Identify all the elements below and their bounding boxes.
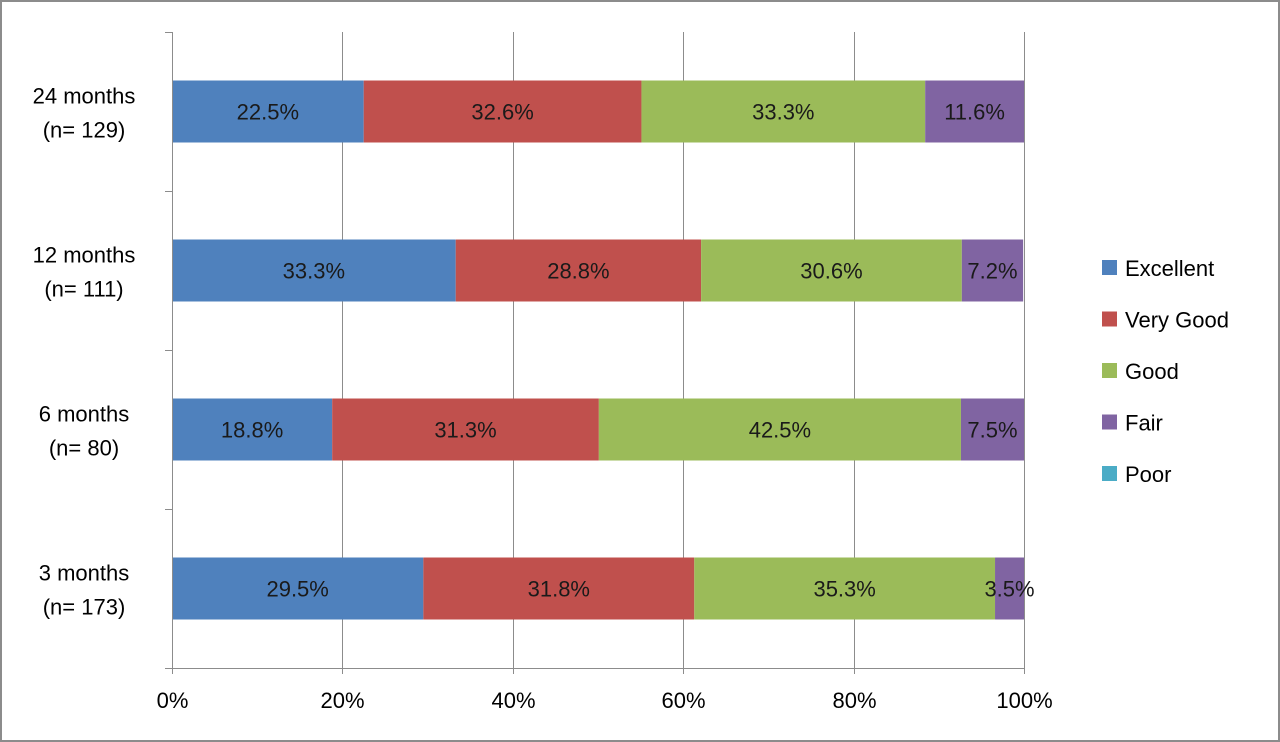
data-label: 7.5% <box>967 418 1017 443</box>
data-label: 11.6% <box>944 100 1005 125</box>
category-label-line: (n= 129) <box>43 118 126 143</box>
data-label: 22.5% <box>237 100 299 125</box>
category-label-line: (n= 80) <box>49 436 119 461</box>
category-label-line: 12 months <box>33 243 136 268</box>
data-label: 35.3% <box>813 577 875 602</box>
category-label-line: 24 months <box>33 84 136 109</box>
category-label-line: 3 months <box>39 561 130 586</box>
category-label: 6 months (n= 80) <box>39 402 130 461</box>
legend-label: Fair <box>1125 411 1163 436</box>
data-label: 31.8% <box>528 577 590 602</box>
category-label-line: 6 months <box>39 402 130 427</box>
category-label-line: (n= 111) <box>44 277 123 302</box>
bar-segment <box>332 398 599 461</box>
legend-label: Poor <box>1125 462 1171 487</box>
legend-label: Excellent <box>1125 256 1214 281</box>
bar-segment <box>641 80 926 143</box>
bar-segment <box>960 398 1024 461</box>
data-label: 33.3% <box>752 100 814 125</box>
legend-swatch <box>1102 466 1117 481</box>
bar-segment <box>701 239 962 302</box>
data-label: 7.2% <box>967 259 1017 284</box>
x-tick-label: 40% <box>491 688 535 713</box>
axes: 0% 20% 40% 60% 80% 100% 24 months (n= 129) 12 mo… <box>33 32 1053 713</box>
category-label: 24 months (n= 129) <box>33 84 136 143</box>
x-tick-label: 60% <box>661 688 705 713</box>
legend: Excellent Very Good Good Fair Poor <box>1102 256 1229 487</box>
x-tick-label: 80% <box>832 688 876 713</box>
data-label: 33.3% <box>283 259 345 284</box>
x-tick-label: 0% <box>157 688 189 713</box>
x-tick-label: 20% <box>320 688 364 713</box>
x-tick-label: 100% <box>996 688 1052 713</box>
category-label: 12 months (n= 111) <box>33 243 136 302</box>
legend-label: Good <box>1125 359 1179 384</box>
category-label: 3 months (n= 173) <box>39 561 130 620</box>
data-label: 18.8% <box>221 418 283 443</box>
bar-segment <box>363 80 642 143</box>
data-label: 28.8% <box>547 259 609 284</box>
bar-segment <box>455 239 702 302</box>
data-label: 3.5% <box>984 577 1034 602</box>
data-labels: 22.5% 32.6% 33.3% 11.6% 33.3% 28.8% 30.6% 7.2% 1… <box>221 100 1035 602</box>
data-label: 32.6% <box>471 100 533 125</box>
bar-segment <box>995 557 1024 620</box>
bars <box>172 80 1024 620</box>
legend-swatch <box>1102 260 1117 275</box>
category-label-line: (n= 173) <box>43 595 126 620</box>
bar-segment <box>925 80 1024 143</box>
legend-swatch <box>1102 311 1117 327</box>
bar-segment <box>172 80 364 143</box>
bar-segment <box>172 557 424 620</box>
data-label: 29.5% <box>266 577 328 602</box>
legend-swatch <box>1102 363 1117 378</box>
bar-segment <box>961 239 1024 302</box>
bar-segment <box>694 557 996 620</box>
legend-label: Very Good <box>1125 308 1229 333</box>
bar-segment <box>423 557 695 620</box>
data-label: 31.3% <box>434 418 496 443</box>
legend-swatch <box>1102 414 1117 430</box>
bar-segment <box>598 398 961 461</box>
data-label: 42.5% <box>749 418 811 443</box>
data-label: 30.6% <box>800 259 862 284</box>
bar-segment <box>172 398 333 461</box>
bar-segment <box>172 239 456 302</box>
